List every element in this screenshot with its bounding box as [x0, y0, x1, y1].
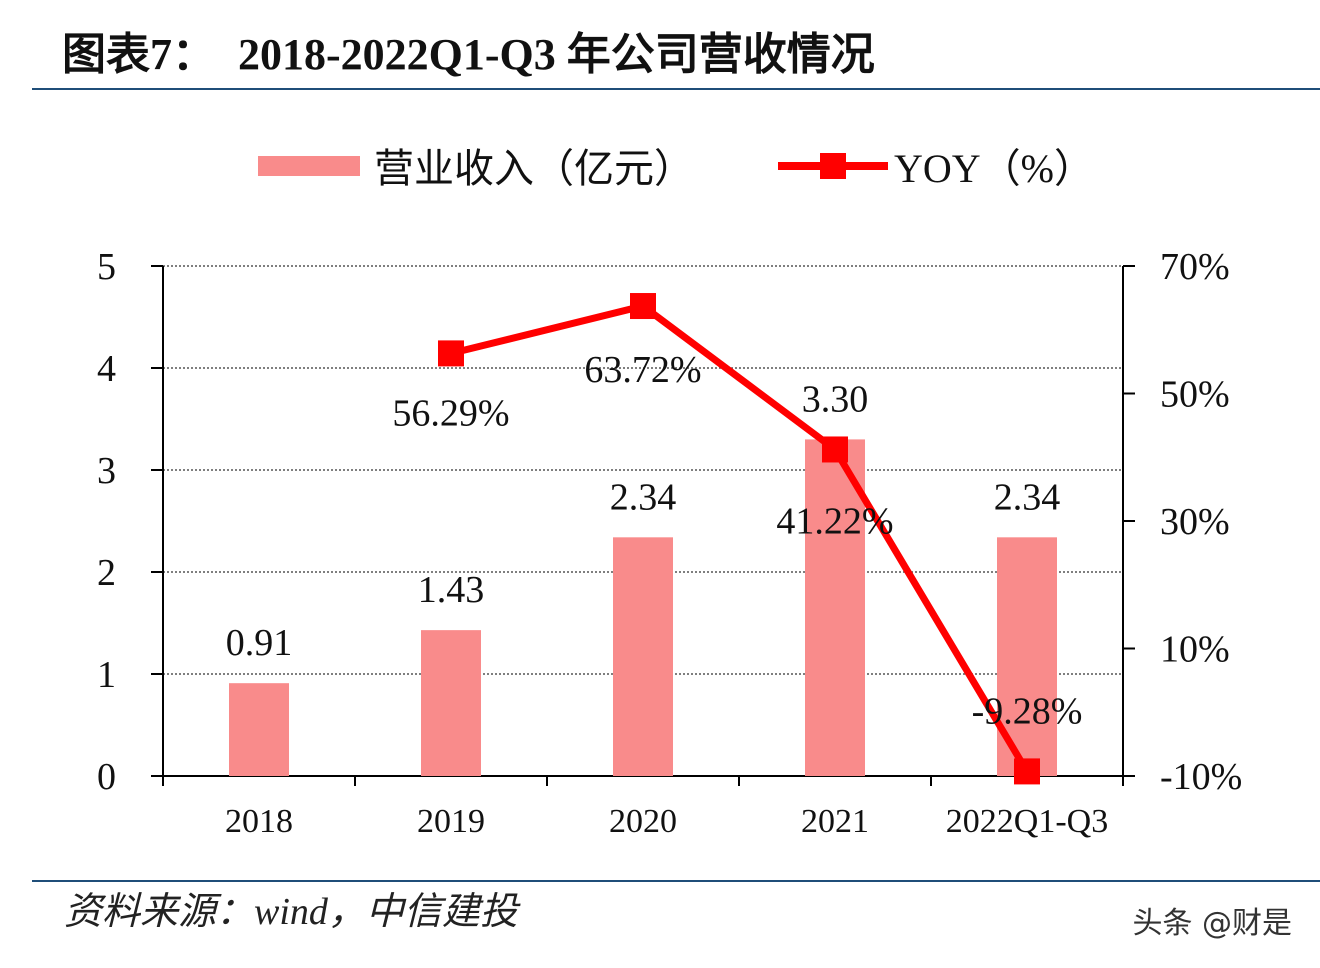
left-axis-tick-label: 1	[97, 654, 116, 696]
watermark: 头条 @财是	[1132, 906, 1292, 941]
right-axis-tick-label: -10%	[1160, 756, 1242, 798]
revenue-data-label: 2.34	[610, 476, 677, 518]
right-axis-tick-label: 50%	[1160, 374, 1230, 416]
source-note: 资料来源：wind，中信建投	[64, 891, 518, 933]
x-axis-tick-label: 2019	[417, 803, 485, 840]
chart-svg: 0 1 2 3 4 5 -10% 10% 30% 50% 70% 2018 2019 2020 2021 20…	[97, 146, 1242, 840]
x-axis-tick-label: 2018	[225, 803, 293, 840]
revenue-bar	[613, 537, 673, 776]
left-axis-tick-label: 0	[97, 756, 116, 798]
right-axis-tick-label: 10%	[1160, 629, 1230, 671]
legend-bar-label: 营业收入（亿元）	[374, 146, 694, 191]
revenue-bar	[805, 439, 865, 776]
right-axis-tick-label: 30%	[1160, 501, 1230, 543]
chart-title: 图表7： 2018-2022Q1-Q3 年公司营收情况	[62, 30, 875, 79]
title-divider	[32, 88, 1320, 90]
yoy-data-label: -9.28%	[972, 690, 1083, 732]
revenue-data-label: 2.34	[994, 476, 1061, 518]
left-axis-tick-label: 4	[97, 348, 116, 390]
legend-line-label: YOY（%）	[894, 146, 1094, 191]
revenue-data-label: 1.43	[418, 569, 485, 611]
x-axis-tick-label: 2022Q1-Q3	[946, 803, 1108, 840]
legend-line-marker	[820, 153, 846, 179]
yoy-data-label: 41.22%	[776, 500, 893, 542]
yoy-line	[450, 302, 1031, 774]
x-axis-tick-label: 2021	[801, 803, 869, 840]
right-axis-tick-label: 70%	[1160, 246, 1230, 288]
left-axis-tick-label: 5	[97, 246, 116, 288]
yoy-data-label: 56.29%	[392, 392, 509, 434]
source-divider	[32, 880, 1320, 882]
yoy-marker	[438, 340, 464, 367]
yoy-marker	[822, 436, 848, 463]
yoy-marker	[1014, 758, 1040, 785]
left-axis-tick-label: 3	[97, 450, 116, 492]
yoy-marker	[630, 293, 656, 320]
revenue-data-label: 3.30	[802, 378, 869, 420]
yoy-data-label: 63.72%	[584, 349, 701, 391]
revenue-bar	[229, 683, 289, 776]
revenue-bar	[421, 630, 481, 776]
left-axis-tick-label: 2	[97, 552, 116, 594]
revenue-data-label: 0.91	[226, 622, 293, 664]
legend-bar-swatch	[258, 156, 360, 176]
x-axis-tick-label: 2020	[609, 803, 677, 840]
